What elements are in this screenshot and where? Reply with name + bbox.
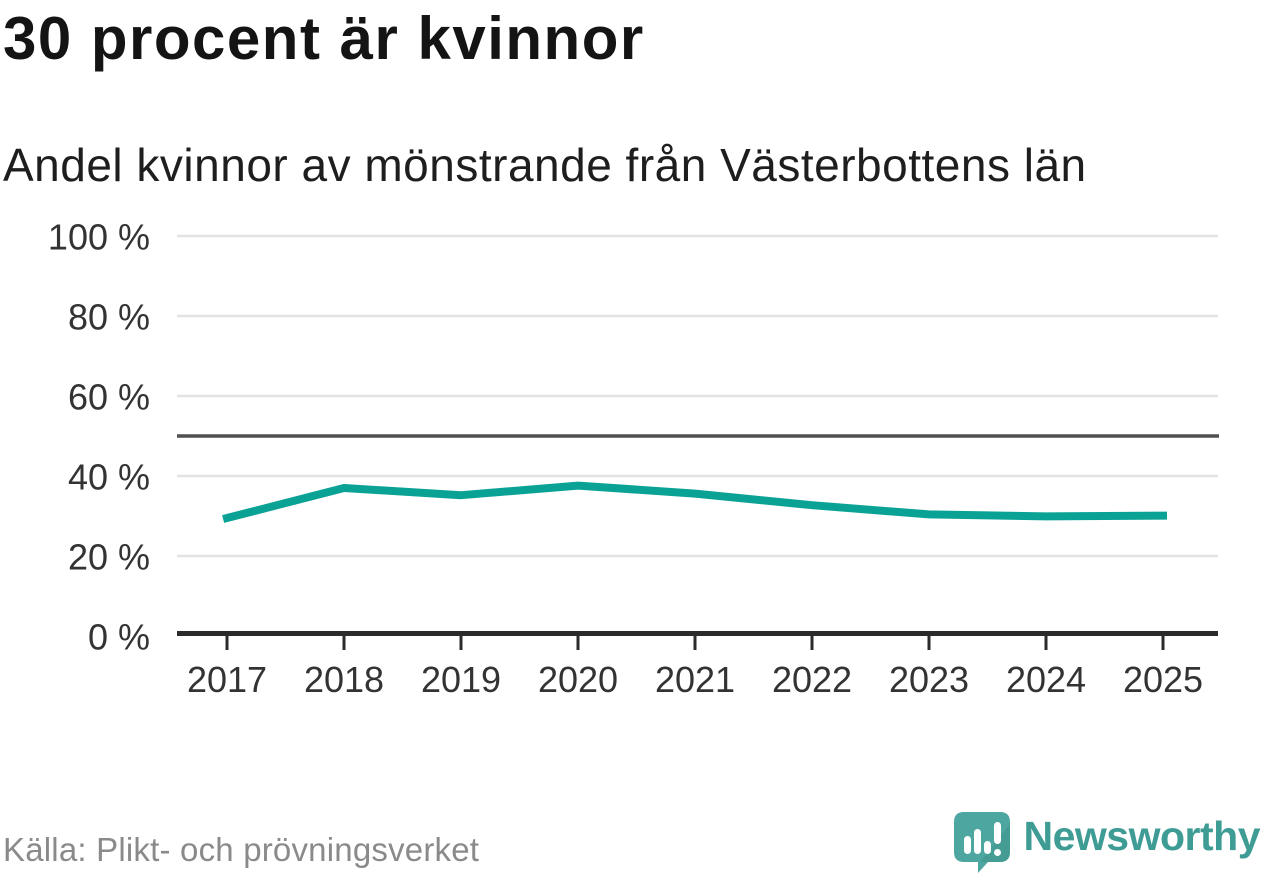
newsworthy-logo-icon [953,812,1010,873]
newsworthy-logo: Newsworthy [953,811,1261,874]
source-note: Källa: Plikt- och prövningsverket [3,831,480,868]
x-tick-label: 2021 [655,659,735,700]
logo-exclamation-bar-icon [993,822,1001,844]
x-tick-label: 2019 [421,659,501,700]
x-tick-label: 2018 [304,659,384,700]
x-tick-label: 2017 [187,659,267,700]
logo-exclamation-dot-icon [993,849,1001,856]
y-tick-label: 100 % [48,217,150,258]
data-line-andel-kvinnor [222,481,1168,523]
newsworthy-wordmark: Newsworthy [1023,813,1261,859]
y-tick-label: 80 % [68,297,150,338]
y-tick-label: 40 % [68,457,150,498]
x-tick-label: 2023 [889,659,969,700]
y-tick-label: 60 % [68,377,150,418]
y-tick-label: 20 % [68,537,150,578]
x-tick-label: 2024 [1006,659,1086,700]
y-tick-label: 0 % [88,617,150,658]
logo-bar-1-icon [963,836,971,854]
chart-subtitle: Andel kvinnor av mönstrande från Västerb… [3,139,1087,191]
logo-bar-3-icon [983,841,991,854]
x-tick-label: 2022 [772,659,852,700]
x-tick-label: 2025 [1123,659,1203,700]
x-tick-label: 2020 [538,659,618,700]
logo-bar-2-icon [973,829,981,854]
chart-title: 30 procent är kvinnor [3,5,645,72]
